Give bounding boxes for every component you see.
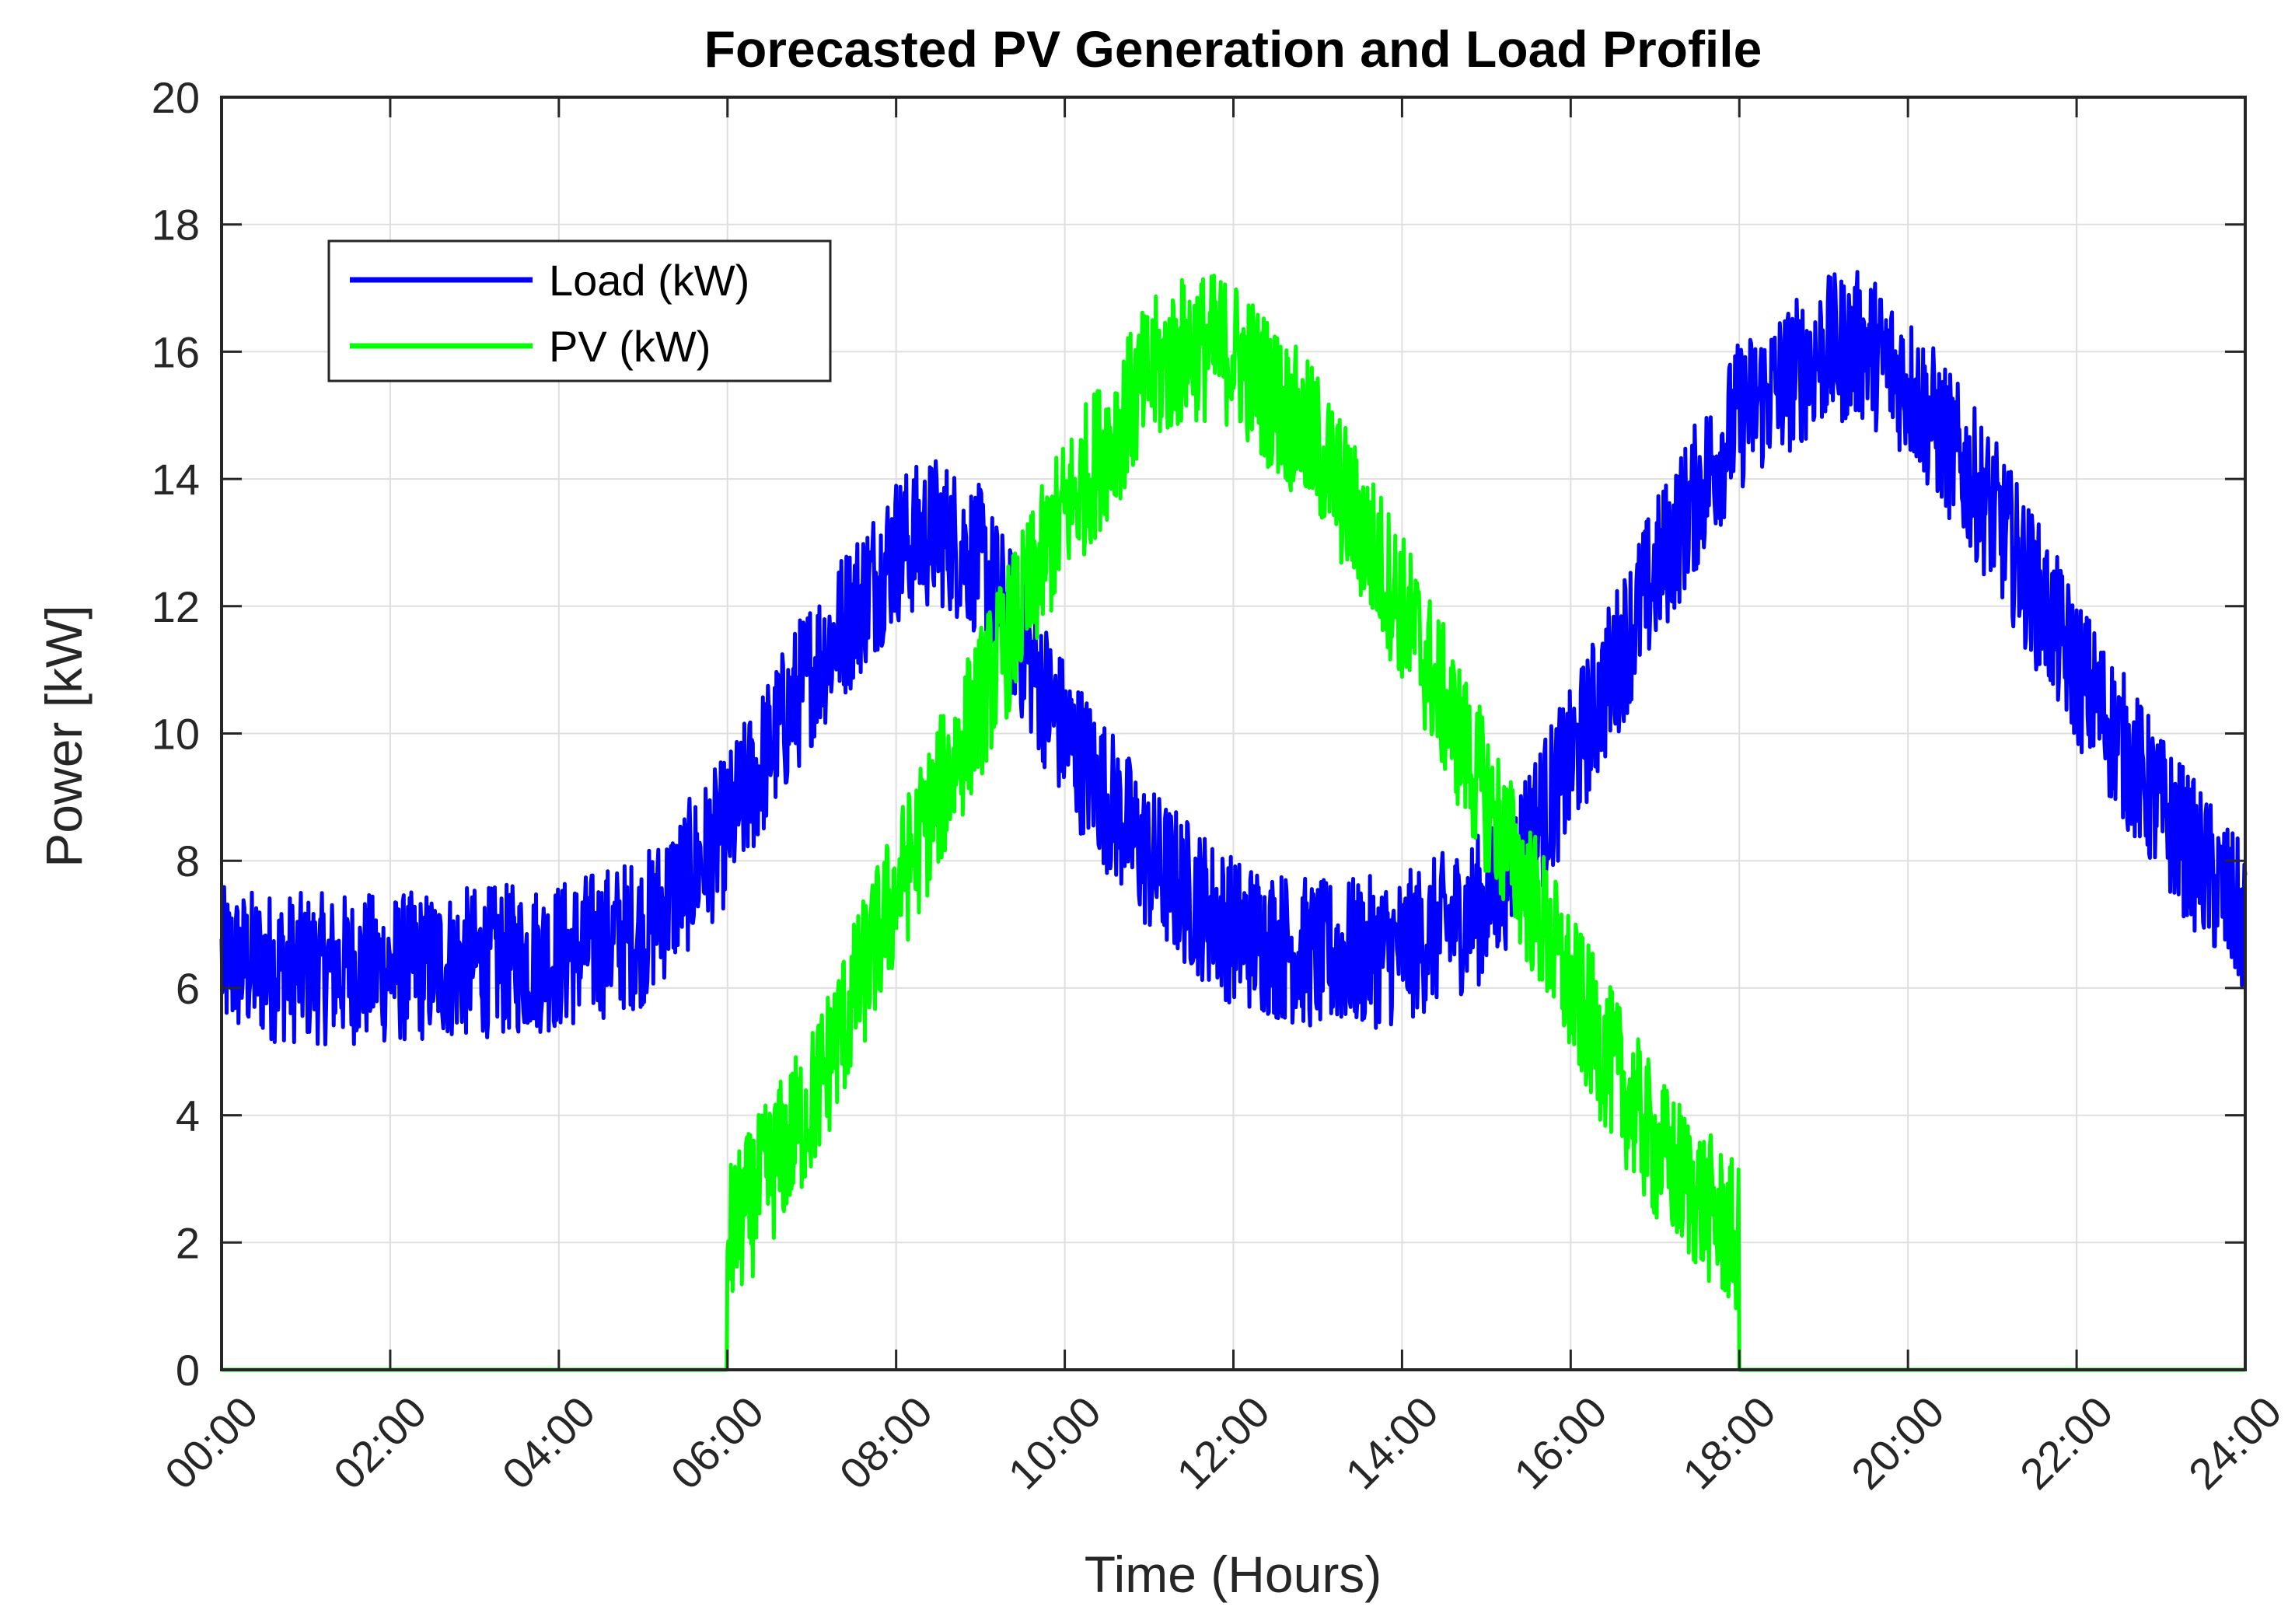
y-tick-label: 14 [152,455,200,504]
y-tick-label: 8 [176,836,200,885]
x-axis-label: Time (Hours) [1085,1545,1382,1603]
legend: Load (kW) PV (kW) [327,239,832,382]
y-tick-label: 0 [176,1346,200,1395]
y-tick-label: 6 [176,964,200,1013]
y-tick-label: 4 [176,1091,200,1140]
ticks [220,96,2247,1371]
y-tick-label: 18 [152,201,200,250]
chart-title: Forecasted PV Generation and Load Profil… [704,20,1762,78]
y-axis-label: Power [kW] [35,605,93,867]
y-tick-label: 2 [176,1218,200,1267]
legend-label-load: Load (kW) [549,256,749,305]
y-tick-label: 20 [152,73,200,122]
y-tick-label: 12 [152,582,200,631]
legend-label-pv: PV (kW) [549,322,711,371]
series-load-line [219,270,2248,1046]
legend-box [327,239,832,382]
y-tick-label: 10 [152,710,200,759]
y-tick-label: 16 [152,327,200,376]
